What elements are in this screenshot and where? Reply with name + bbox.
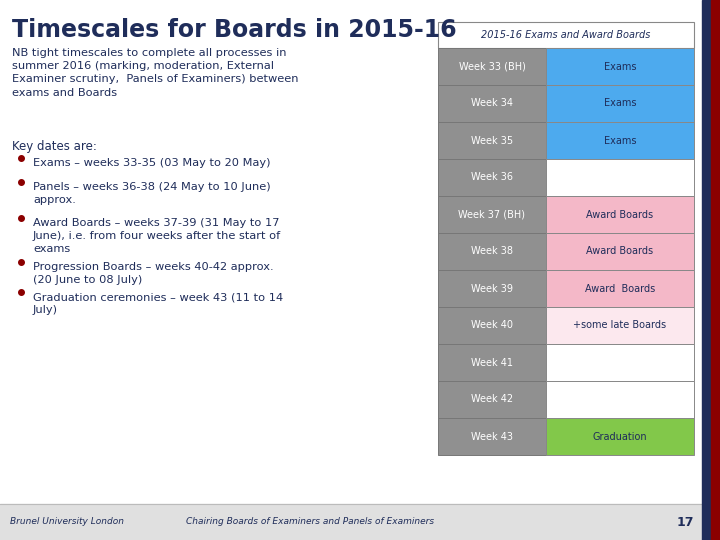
Bar: [546, 159, 694, 196]
Bar: [546, 418, 694, 455]
Bar: [438, 196, 546, 233]
Text: Timescales for Boards in 2015-16: Timescales for Boards in 2015-16: [12, 18, 456, 42]
Text: Exams: Exams: [604, 136, 636, 145]
Text: NB tight timescales to complete all processes in
summer 2016 (marking, moderatio: NB tight timescales to complete all proc…: [12, 48, 299, 98]
Bar: [438, 122, 546, 159]
Text: Key dates are:: Key dates are:: [12, 140, 97, 153]
Bar: [546, 307, 694, 344]
Text: Award Boards: Award Boards: [586, 210, 654, 219]
Bar: [702, 0, 711, 540]
Text: Week 41: Week 41: [471, 357, 513, 368]
Text: Award Boards: Award Boards: [586, 246, 654, 256]
Text: Graduation ceremonies – week 43 (11 to 14
July): Graduation ceremonies – week 43 (11 to 1…: [33, 292, 283, 315]
Bar: [438, 48, 546, 85]
Bar: [546, 85, 694, 122]
Text: Exams – weeks 33-35 (03 May to 20 May): Exams – weeks 33-35 (03 May to 20 May): [33, 158, 271, 168]
Bar: [546, 270, 694, 307]
Text: Graduation: Graduation: [593, 431, 647, 442]
Text: Progression Boards – weeks 40-42 approx.
(20 June to 08 July): Progression Boards – weeks 40-42 approx.…: [33, 262, 274, 285]
Bar: [438, 381, 546, 418]
Bar: [438, 233, 546, 270]
Bar: [546, 48, 694, 85]
Text: Week 40: Week 40: [471, 321, 513, 330]
Bar: [546, 122, 694, 159]
Text: Week 34: Week 34: [471, 98, 513, 109]
Text: Week 35: Week 35: [471, 136, 513, 145]
Bar: [438, 159, 546, 196]
Text: Award Boards – weeks 37-39 (31 May to 17
June), i.e. from four weeks after the s: Award Boards – weeks 37-39 (31 May to 17…: [33, 218, 282, 254]
Text: Exams: Exams: [604, 98, 636, 109]
Text: 17: 17: [676, 516, 694, 529]
Bar: [711, 0, 720, 540]
Bar: [546, 233, 694, 270]
Bar: [546, 196, 694, 233]
Text: Exams: Exams: [604, 62, 636, 71]
Text: Week 33 (BH): Week 33 (BH): [459, 62, 526, 71]
Text: Week 36: Week 36: [471, 172, 513, 183]
Text: 2015-16 Exams and Award Boards: 2015-16 Exams and Award Boards: [481, 30, 651, 40]
Text: Week 39: Week 39: [471, 284, 513, 294]
Text: Panels – weeks 36-38 (24 May to 10 June)
approx.: Panels – weeks 36-38 (24 May to 10 June)…: [33, 182, 271, 205]
Text: Week 42: Week 42: [471, 395, 513, 404]
Bar: [438, 344, 546, 381]
Bar: [438, 85, 546, 122]
Text: Award  Boards: Award Boards: [585, 284, 655, 294]
Bar: [438, 307, 546, 344]
Text: Week 38: Week 38: [471, 246, 513, 256]
Bar: [438, 22, 694, 48]
Bar: [438, 270, 546, 307]
Text: +some late Boards: +some late Boards: [573, 321, 667, 330]
Text: Brunel University London: Brunel University London: [10, 517, 124, 526]
Text: Chairing Boards of Examiners and Panels of Examiners: Chairing Boards of Examiners and Panels …: [186, 517, 434, 526]
Bar: [0, 504, 702, 540]
Text: Week 37 (BH): Week 37 (BH): [459, 210, 526, 219]
Text: Week 43: Week 43: [471, 431, 513, 442]
Bar: [438, 418, 546, 455]
Bar: [546, 344, 694, 381]
Bar: [546, 381, 694, 418]
